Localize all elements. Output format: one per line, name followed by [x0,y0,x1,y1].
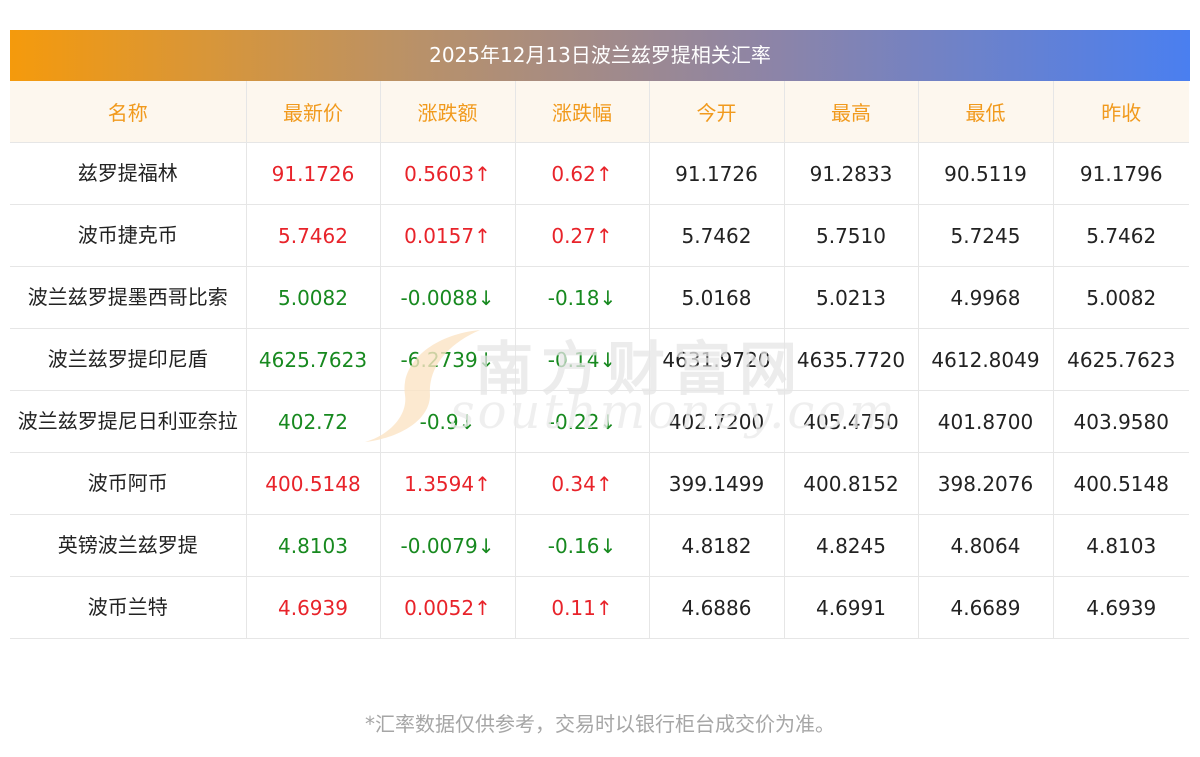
cell-name: 波兰兹罗提尼日利亚奈拉 [10,390,247,453]
cell-low: 398.2076 [918,452,1054,515]
cell-open: 5.7462 [649,204,785,267]
cell-high: 91.2833 [784,142,919,205]
column-header-low: 最低 [918,81,1054,143]
cell-low: 4.8064 [918,514,1054,577]
table-header-row: 名称 最新价 涨跌额 涨跌幅 今开 最高 最低 昨收 [10,81,1189,143]
cell-change: -0.0079↓ [380,514,516,577]
cell-open: 4.8182 [649,514,785,577]
cell-change: 0.0157↑ [380,204,516,267]
table-row: 波兰兹罗提尼日利亚奈拉 402.72 -0.9↓ -0.22↓ 402.7200 405.… [10,390,1189,453]
cell-name: 波币阿币 [10,452,247,515]
column-header-name: 名称 [10,81,247,143]
cell-change-pct: 0.34↑ [515,452,650,515]
cell-open: 4.6886 [649,576,785,639]
cell-change-pct: 0.11↑ [515,576,650,639]
cell-latest: 91.1726 [246,142,381,205]
cell-high: 5.0213 [784,266,919,329]
cell-high: 5.7510 [784,204,919,267]
column-header-prev-close: 昨收 [1053,81,1189,143]
cell-name: 兹罗提福林 [10,142,247,205]
cell-change-pct: -0.14↓ [515,328,650,391]
cell-name: 英镑波兰兹罗提 [10,514,247,577]
table-row: 英镑波兰兹罗提 4.8103 -0.0079↓ -0.16↓ 4.8182 4.8245 4… [10,514,1189,577]
cell-high: 400.8152 [784,452,919,515]
cell-latest: 5.0082 [246,266,381,329]
table-body: 兹罗提福林 91.1726 0.5603↑ 0.62↑ 91.1726 91.2833 90… [10,142,1189,639]
footnote: *汇率数据仅供参考，交易时以银行柜台成交价为准。 [365,712,835,736]
cell-change: 1.3594↑ [380,452,516,515]
column-header-open: 今开 [649,81,785,143]
cell-high: 4.6991 [784,576,919,639]
cell-change: 0.0052↑ [380,576,516,639]
table-row: 波币阿币 400.5148 1.3594↑ 0.34↑ 399.1499 400.8152… [10,452,1189,515]
cell-change-pct: 0.27↑ [515,204,650,267]
cell-latest: 5.7462 [246,204,381,267]
cell-high: 4635.7720 [784,328,919,391]
cell-low: 5.7245 [918,204,1054,267]
cell-name: 波币捷克币 [10,204,247,267]
cell-change: -6.2739↓ [380,328,516,391]
cell-change-pct: -0.16↓ [515,514,650,577]
cell-low: 4.9968 [918,266,1054,329]
cell-prev-close: 400.5148 [1053,452,1189,515]
column-header-high: 最高 [784,81,919,143]
cell-change: -0.0088↓ [380,266,516,329]
table-row: 波兰兹罗提墨西哥比索 5.0082 -0.0088↓ -0.18↓ 5.0168 5.02… [10,266,1189,329]
table-row: 兹罗提福林 91.1726 0.5603↑ 0.62↑ 91.1726 91.2833 90… [10,142,1189,205]
cell-change-pct: -0.22↓ [515,390,650,453]
cell-latest: 402.72 [246,390,381,453]
cell-latest: 400.5148 [246,452,381,515]
cell-prev-close: 4.8103 [1053,514,1189,577]
cell-low: 401.8700 [918,390,1054,453]
cell-name: 波兰兹罗提墨西哥比索 [10,266,247,329]
cell-open: 402.7200 [649,390,785,453]
cell-low: 4612.8049 [918,328,1054,391]
cell-high: 405.4750 [784,390,919,453]
cell-latest: 4.6939 [246,576,381,639]
cell-prev-close: 91.1796 [1053,142,1189,205]
cell-change: -0.9↓ [380,390,516,453]
cell-prev-close: 5.7462 [1053,204,1189,267]
table-row: 波币兰特 4.6939 0.0052↑ 0.11↑ 4.6886 4.6991 4.6689… [10,576,1189,639]
cell-prev-close: 4625.7623 [1053,328,1189,391]
page-title: 2025年12月13日波兰兹罗提相关汇率 [10,30,1190,81]
cell-latest: 4625.7623 [246,328,381,391]
cell-open: 4631.9720 [649,328,785,391]
cell-open: 91.1726 [649,142,785,205]
exchange-rate-table: 名称 最新价 涨跌额 涨跌幅 今开 最高 最低 昨收 兹罗提福林 91.1726 0… [10,81,1189,639]
column-header-latest: 最新价 [246,81,381,143]
cell-prev-close: 5.0082 [1053,266,1189,329]
cell-change-pct: -0.18↓ [515,266,650,329]
table-row: 波兰兹罗提印尼盾 4625.7623 -6.2739↓ -0.14↓ 4631.9720… [10,328,1189,391]
cell-prev-close: 4.6939 [1053,576,1189,639]
cell-low: 4.6689 [918,576,1054,639]
cell-change: 0.5603↑ [380,142,516,205]
cell-latest: 4.8103 [246,514,381,577]
table-row: 波币捷克币 5.7462 0.0157↑ 0.27↑ 5.7462 5.7510 5.724… [10,204,1189,267]
cell-change-pct: 0.62↑ [515,142,650,205]
column-header-change-pct: 涨跌幅 [515,81,650,143]
column-header-change: 涨跌额 [380,81,516,143]
cell-open: 399.1499 [649,452,785,515]
cell-high: 4.8245 [784,514,919,577]
cell-name: 波兰兹罗提印尼盾 [10,328,247,391]
cell-low: 90.5119 [918,142,1054,205]
cell-prev-close: 403.9580 [1053,390,1189,453]
cell-name: 波币兰特 [10,576,247,639]
cell-open: 5.0168 [649,266,785,329]
